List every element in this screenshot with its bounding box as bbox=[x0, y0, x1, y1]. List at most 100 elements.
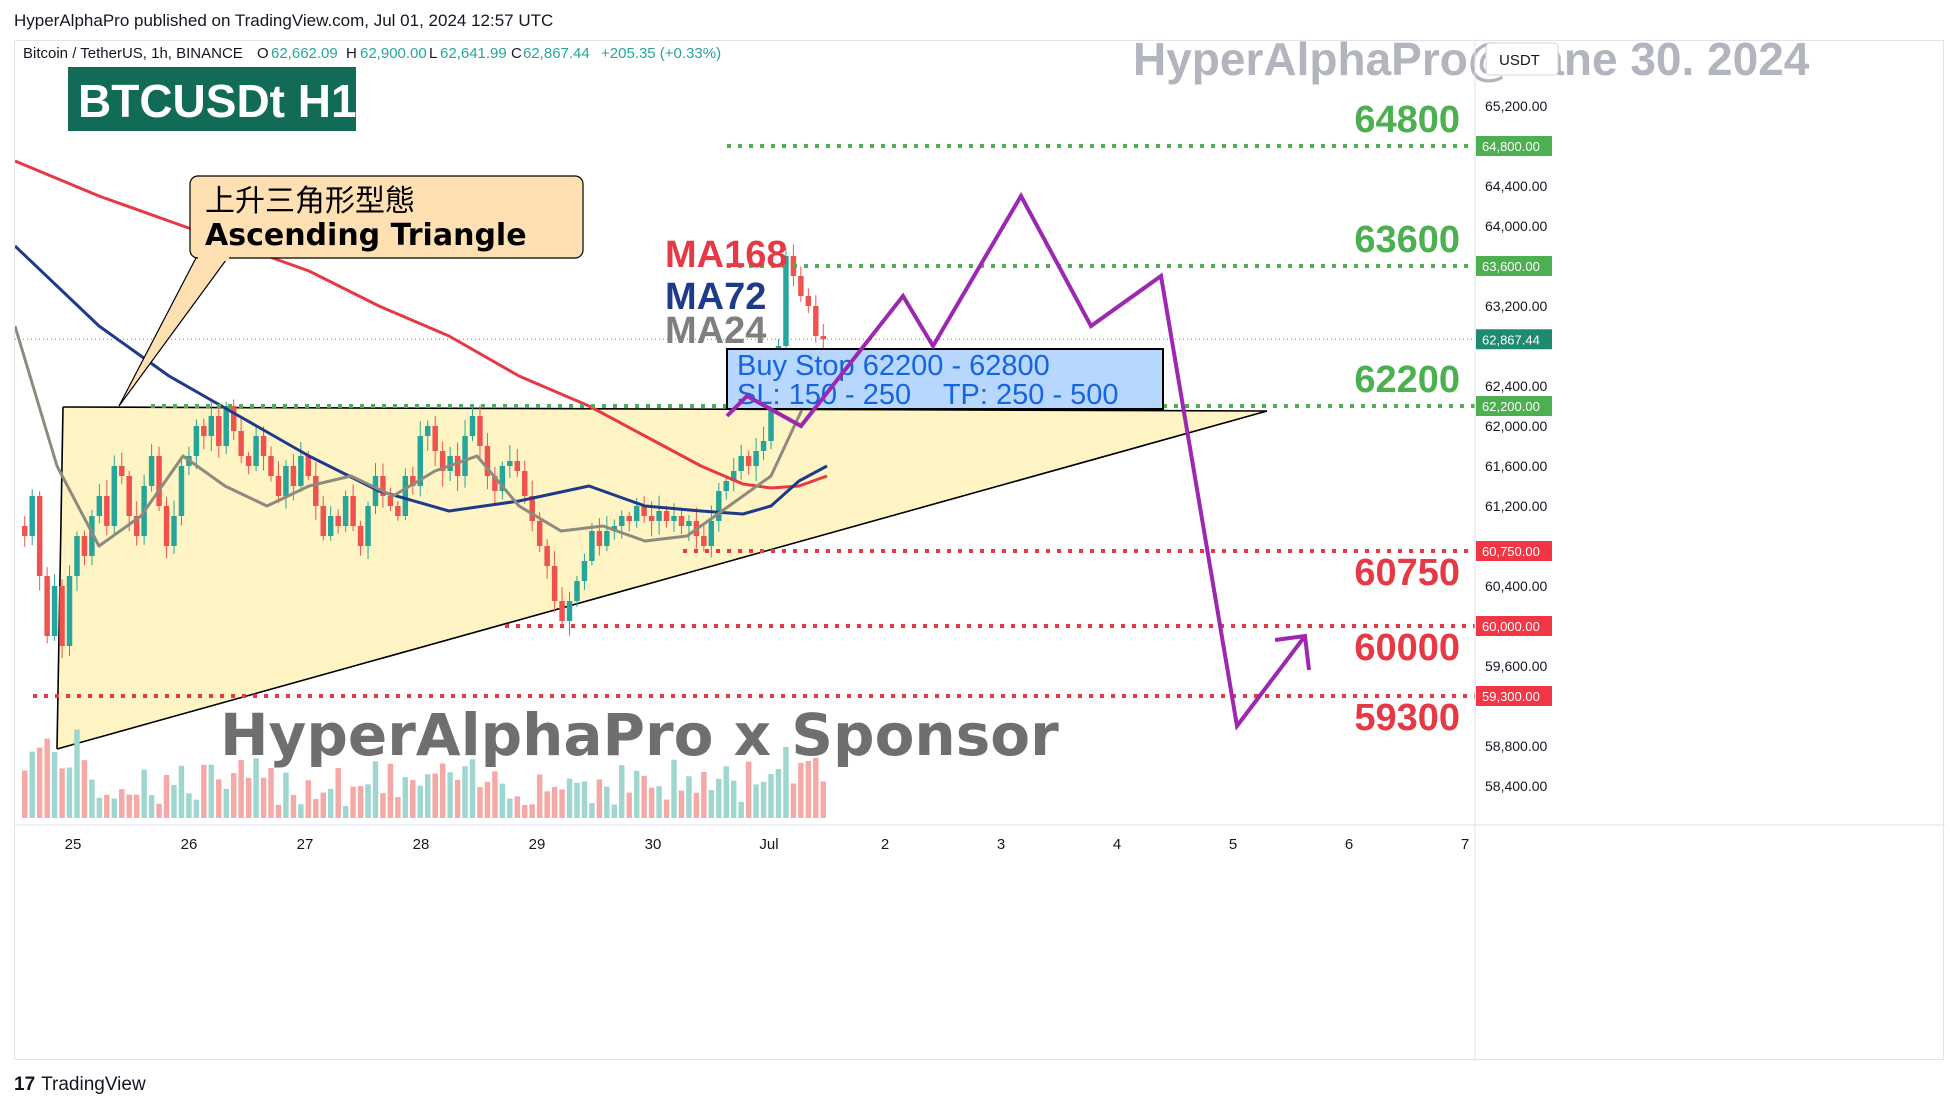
currency-button[interactable]: USDT bbox=[1485, 42, 1559, 76]
volume-bar bbox=[201, 764, 207, 818]
candle-body bbox=[514, 461, 521, 471]
chart-panel[interactable]: 64800 63600 62200 60750 60000 59300 Buy Stop … bbox=[14, 40, 1945, 1061]
candle-body bbox=[760, 441, 767, 451]
price-tick: 62,000.00 bbox=[1485, 418, 1547, 434]
level-label-62200: 62200 bbox=[1354, 359, 1460, 401]
volume-bar bbox=[514, 796, 521, 818]
tradingview-logo-icon: 17 bbox=[14, 1074, 36, 1095]
level-label-60000: 60000 bbox=[1354, 627, 1460, 669]
volume-bar bbox=[492, 771, 498, 818]
volume-bar bbox=[74, 729, 80, 818]
volume-bar bbox=[81, 760, 88, 818]
candle-body bbox=[216, 416, 222, 446]
volume-bar bbox=[813, 757, 819, 818]
candle-body bbox=[589, 531, 595, 561]
candle-body bbox=[402, 476, 409, 516]
candle-body bbox=[753, 451, 759, 466]
volume-bar bbox=[51, 752, 58, 818]
candle-body bbox=[163, 506, 170, 546]
candle-body bbox=[133, 516, 140, 536]
time-axis[interactable]: 25 26 27 28 29 30 Jul 2 3 4 5 6 7 bbox=[65, 836, 1470, 853]
candle-body bbox=[126, 476, 132, 516]
volume-bar bbox=[29, 751, 35, 818]
price-chart[interactable]: 64800 63600 62200 60750 60000 59300 Buy Stop … bbox=[15, 41, 1945, 1061]
candle-body bbox=[820, 336, 826, 340]
candle-body bbox=[507, 461, 513, 466]
candle-body bbox=[171, 516, 177, 546]
candle-body bbox=[96, 496, 103, 516]
price-tags: 64,800.00 63,600.00 62,200.00 60,750.00 60,0… bbox=[1476, 136, 1552, 706]
candle-body bbox=[66, 576, 73, 646]
volume-bar bbox=[529, 804, 535, 818]
open-label: O bbox=[257, 45, 269, 62]
footer-brand: TradingView bbox=[41, 1074, 146, 1095]
ma168-legend: MA168 bbox=[665, 234, 788, 276]
candle-body bbox=[536, 521, 543, 546]
candle-body bbox=[454, 456, 461, 476]
volume-bar bbox=[425, 774, 431, 818]
candle-body bbox=[686, 521, 692, 526]
volume-bar bbox=[596, 779, 603, 818]
volume-bar bbox=[604, 786, 610, 818]
ma72-legend: MA72 bbox=[665, 276, 766, 318]
candle-body bbox=[36, 496, 43, 576]
volume-bar bbox=[193, 799, 200, 818]
price-axis[interactable]: 65,200.00 64,400.00 64,000.00 63,200.00 62,4… bbox=[1485, 98, 1547, 794]
candle-body bbox=[566, 601, 573, 621]
candle-body bbox=[275, 476, 282, 496]
high-label: H bbox=[346, 45, 357, 62]
volume-bar bbox=[768, 774, 774, 818]
volume-bar bbox=[432, 773, 438, 818]
volume-bar bbox=[626, 792, 632, 818]
price-tag-59300: 59,300.00 bbox=[1482, 689, 1540, 704]
candle-body bbox=[290, 466, 297, 486]
volume-bar bbox=[357, 786, 364, 818]
volume-bar bbox=[290, 794, 297, 818]
badge-text: BTCUSDt H1 bbox=[78, 75, 357, 127]
volume-bar bbox=[178, 765, 185, 818]
candle-body bbox=[253, 436, 259, 466]
volume-bar bbox=[230, 773, 237, 818]
candle-body bbox=[22, 526, 28, 536]
price-tag-63600: 63,600.00 bbox=[1482, 259, 1540, 274]
volume-bar bbox=[738, 801, 744, 818]
candle-body bbox=[387, 496, 394, 506]
currency-button-label[interactable]: USDT bbox=[1499, 52, 1540, 69]
price-tag-bg-63600 bbox=[1476, 256, 1552, 276]
trade-line-1: Buy Stop 62200 - 62800 bbox=[737, 350, 1050, 382]
candle-body bbox=[260, 436, 267, 456]
candle-body bbox=[313, 476, 319, 506]
price-tag-64800: 64,800.00 bbox=[1482, 139, 1540, 154]
volume-bar bbox=[723, 766, 729, 818]
volume-bar bbox=[686, 776, 692, 818]
candle-body bbox=[708, 521, 715, 546]
low-value: 62,641.99 bbox=[440, 45, 507, 62]
price-tag-62200: 62,200.00 bbox=[1482, 399, 1540, 414]
level-label-60750: 60750 bbox=[1354, 552, 1460, 594]
candle-body bbox=[357, 526, 364, 546]
candle-body bbox=[701, 536, 707, 546]
volume-bar bbox=[760, 781, 767, 818]
time-tick: 5 bbox=[1229, 836, 1237, 853]
current-price-tag-bg bbox=[1476, 329, 1552, 350]
price-tick: 65,200.00 bbox=[1485, 98, 1547, 114]
candle-body bbox=[111, 466, 118, 526]
volume-bar bbox=[544, 791, 550, 818]
candle-body bbox=[245, 456, 252, 466]
callout-line-2: Ascending Triangle bbox=[205, 218, 527, 253]
price-tick: 64,400.00 bbox=[1485, 178, 1547, 194]
candle-body bbox=[410, 476, 416, 486]
close-label: C bbox=[511, 45, 522, 62]
volume-bar bbox=[462, 766, 468, 818]
volume-bar bbox=[641, 775, 647, 818]
candle-body bbox=[51, 586, 58, 636]
candle-body bbox=[574, 581, 580, 601]
candle-body bbox=[59, 586, 65, 646]
candle-body bbox=[327, 516, 334, 536]
candle-body bbox=[342, 496, 349, 526]
volume-bar bbox=[820, 781, 826, 818]
candle-body bbox=[238, 431, 244, 456]
volume-bar bbox=[342, 805, 349, 818]
volume-bar bbox=[745, 761, 752, 818]
volume-bar bbox=[268, 767, 274, 818]
